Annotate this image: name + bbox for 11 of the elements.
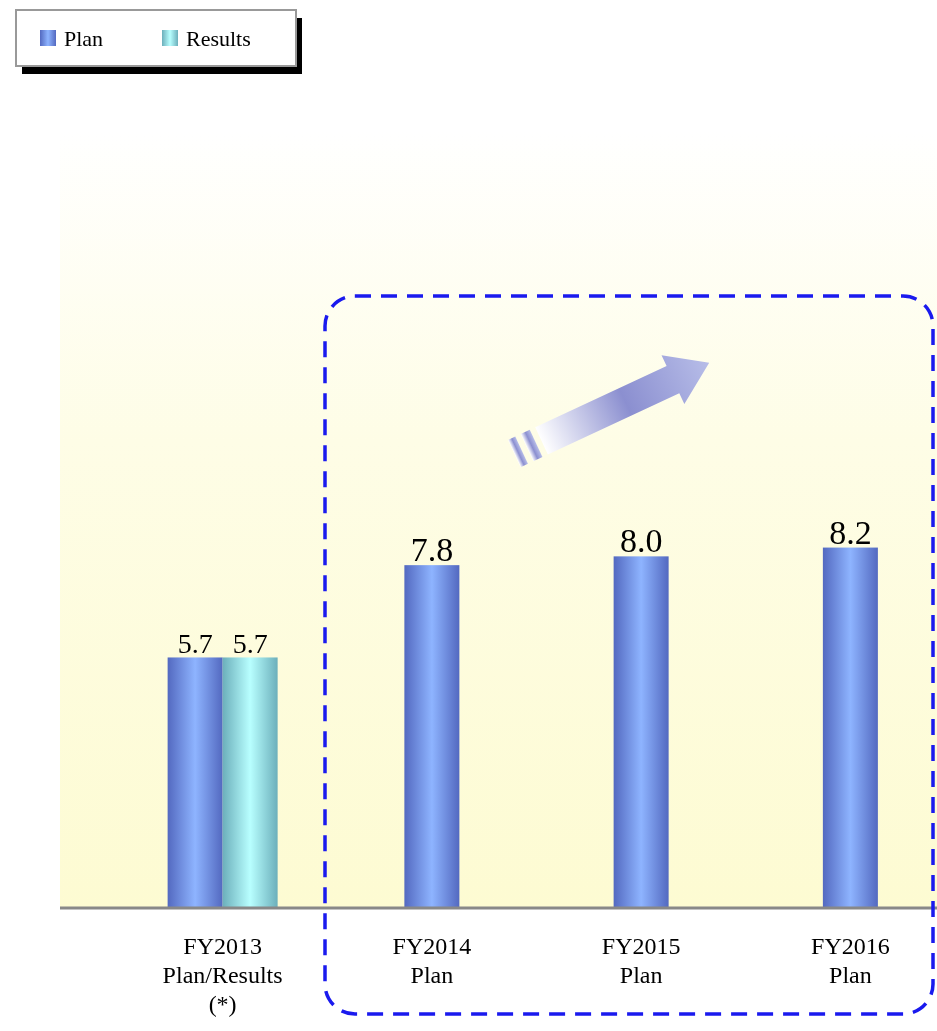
legend-label: Results — [186, 26, 251, 51]
legend-label: Plan — [64, 26, 104, 51]
data-label: 5.7 — [232, 628, 268, 660]
data-label: 7.8 — [410, 531, 454, 569]
x-tick-label: FY2015 Plan — [601, 933, 681, 988]
data-label: 5.7 — [177, 628, 213, 660]
x-tick-label: FY2014 Plan — [392, 933, 472, 988]
data-label: 8.0 — [619, 522, 663, 560]
data-label: 8.2 — [829, 513, 872, 551]
x-tick-label: FY2013 Plan/Results (*) — [162, 933, 283, 1017]
x-tick-label: FY2016 Plan — [811, 933, 890, 988]
